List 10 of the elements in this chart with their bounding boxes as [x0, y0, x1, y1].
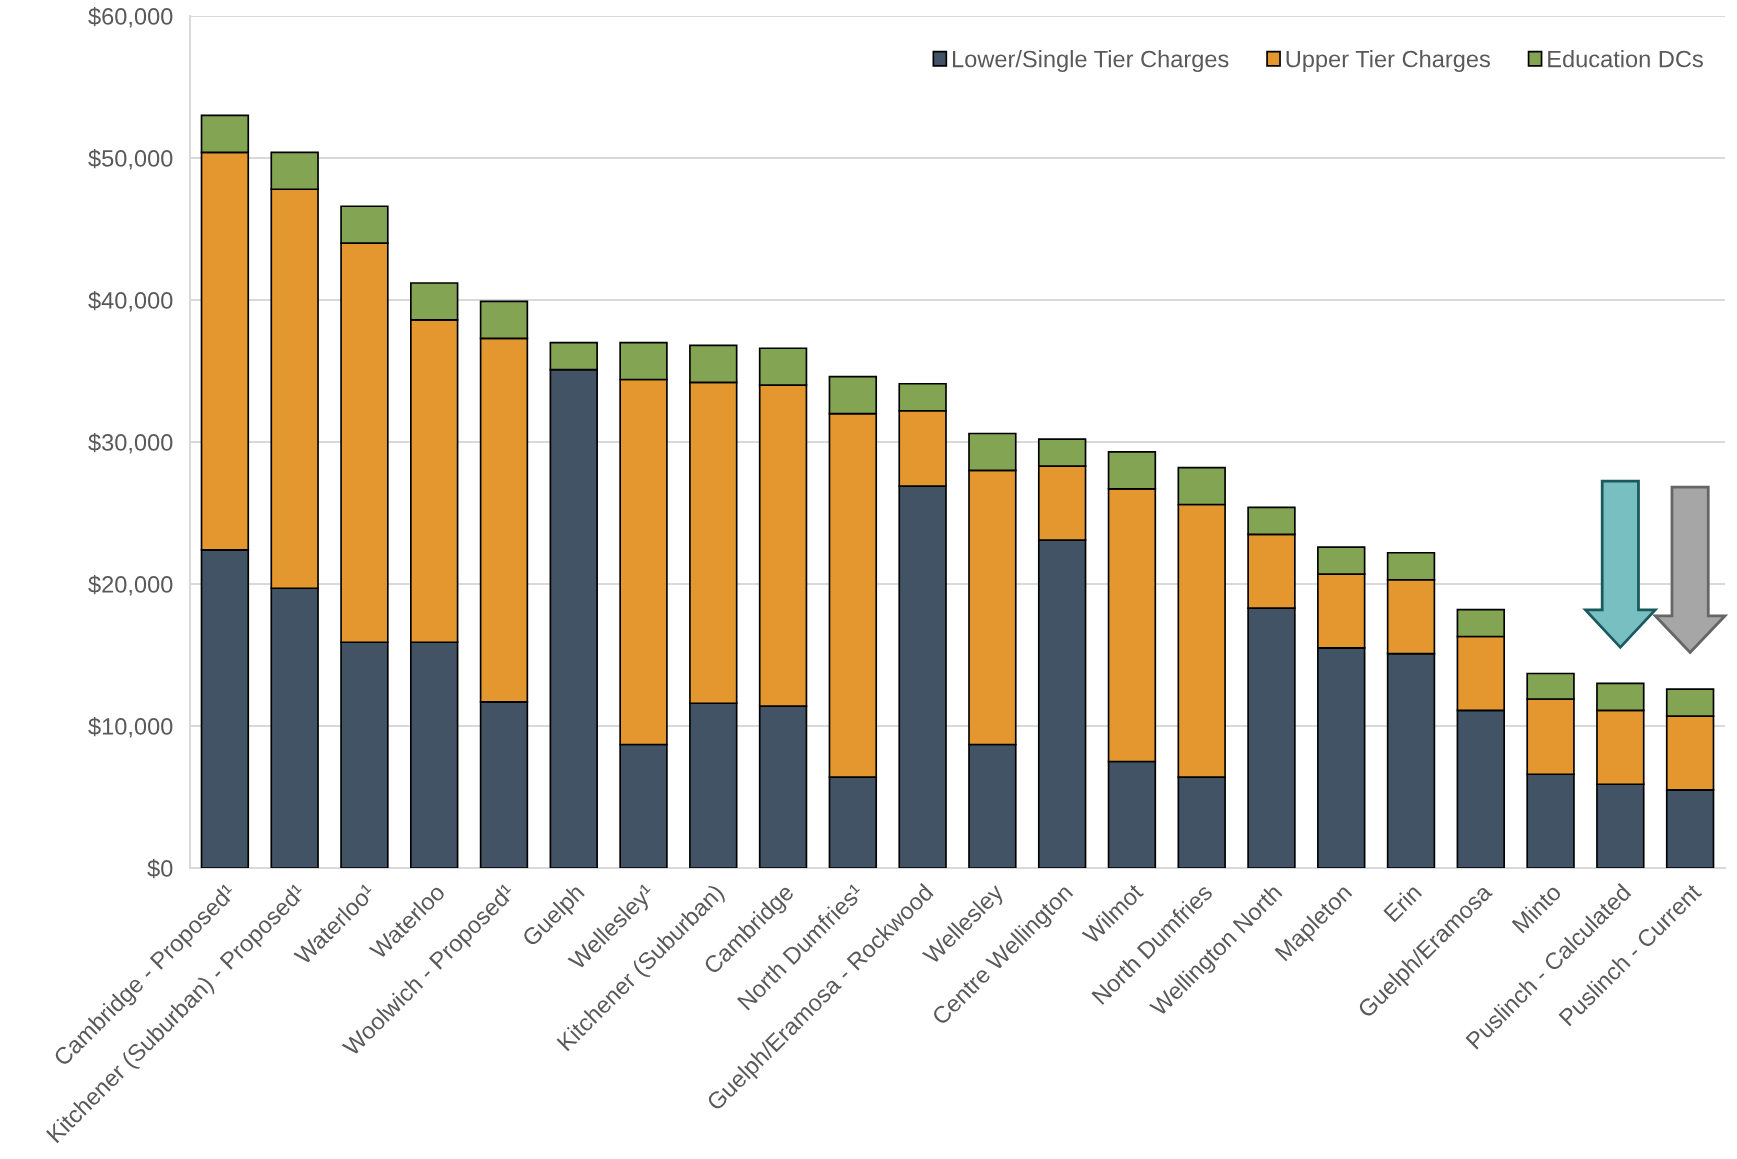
y-tick-label: $10,000: [88, 717, 173, 738]
legend-label: Upper Tier Charges: [1286, 50, 1490, 73]
y-tick-label: $60,000: [88, 7, 173, 28]
y-tick-label: $0: [147, 859, 173, 879]
y-tick-label: $30,000: [88, 433, 173, 454]
y-tick-label: $50,000: [88, 149, 173, 170]
y-tick-label: $40,000: [88, 291, 173, 312]
y-tick-label: $20,000: [88, 575, 173, 596]
legend-label: Lower/Single Tier Charges: [953, 50, 1229, 73]
legend-label: Education DCs: [1548, 50, 1703, 68]
